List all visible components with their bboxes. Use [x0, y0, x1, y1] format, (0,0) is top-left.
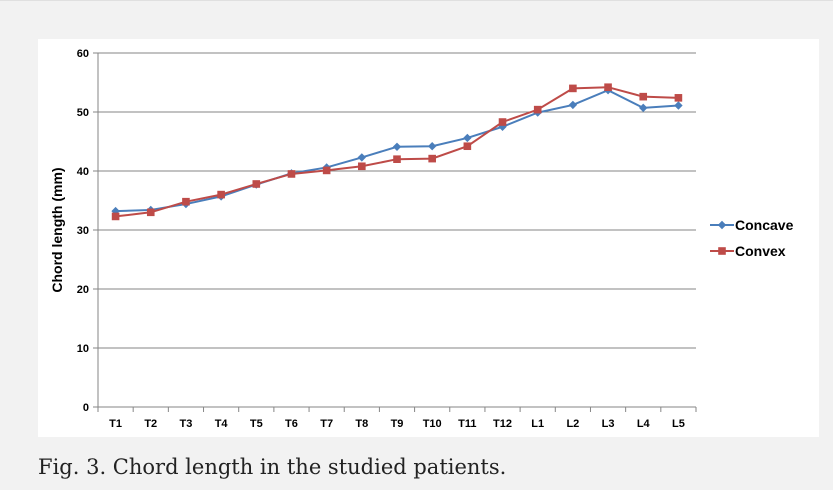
x-tick-label: T11: [458, 418, 476, 430]
convex-point: [217, 190, 225, 199]
convex-point: [322, 166, 331, 175]
concave-point: [427, 142, 437, 151]
x-tick-label: L3: [602, 418, 615, 430]
x-tick-label: L4: [637, 418, 651, 430]
x-tick-label: T10: [423, 418, 442, 430]
x-tick-label: T8: [355, 418, 368, 430]
gridlines: [93, 52, 696, 408]
convex-series: [111, 83, 683, 221]
concave-point: [463, 133, 472, 143]
x-tick-label: T5: [250, 418, 263, 430]
legend: Concave Convex: [710, 217, 794, 259]
y-tick-labels: 0 10 20 30 40 50 60: [77, 48, 89, 414]
y-axis-label: Chord length (mm): [49, 167, 65, 292]
x-tick-labels: T1 T2 T3 T4 T5 T6 T7 T8 T9 T10 T11 T12 L1 L2 L3 L4 L5: [109, 418, 685, 430]
y-tick-label: 40: [77, 166, 89, 178]
convex-legend-label: Convex: [735, 243, 786, 259]
convex-line: [115, 86, 679, 218]
x-tick-label: T7: [320, 418, 333, 430]
x-tick-label: T3: [180, 418, 193, 430]
y-tick-label: 0: [83, 402, 89, 414]
concave-legend-label: Concave: [735, 217, 794, 233]
concave-point: [639, 103, 648, 113]
convex-point: [146, 208, 155, 217]
concave-series: [111, 85, 683, 216]
convex-point: [604, 83, 612, 92]
convex-point: [569, 84, 577, 93]
chart-area: 0 10 20 30 40 50 60 T1 T2 T3 T4 T5 T6 T7 T8 T9 T10 T11 T1…: [38, 39, 819, 437]
x-tick-label: L1: [531, 418, 544, 430]
axes: [97, 53, 697, 412]
x-tick-label: T4: [215, 418, 229, 430]
convex-point: [182, 197, 190, 206]
series-lines: [111, 83, 683, 221]
y-tick-label: 50: [77, 107, 89, 119]
y-tick-label: 10: [77, 343, 89, 355]
convex-point: [358, 162, 366, 171]
x-tick-label: T9: [391, 418, 404, 430]
convex-point: [463, 142, 472, 151]
x-tick-label: L5: [672, 418, 685, 430]
convex-point: [533, 105, 542, 114]
y-tick-label: 60: [77, 48, 89, 60]
concave-point: [674, 101, 683, 110]
convex-point: [252, 180, 261, 188]
concave-point: [568, 100, 578, 110]
y-tick-label: 20: [77, 284, 89, 296]
convex-point: [428, 154, 436, 163]
figure-caption: Fig. 3. Chord length in the studied pati…: [38, 455, 507, 479]
convex-point: [393, 155, 401, 163]
convex-point: [639, 92, 648, 101]
convex-point: [111, 212, 120, 221]
x-tick-label: T12: [493, 418, 512, 430]
concave-legend-marker: [717, 220, 727, 230]
x-tick-label: T6: [285, 418, 298, 430]
concave-point: [392, 142, 402, 152]
y-tick-label: 30: [77, 225, 89, 237]
x-tick-label: T1: [109, 418, 122, 430]
convex-point: [287, 170, 296, 178]
concave-point: [357, 153, 367, 162]
x-tick-label: T2: [144, 418, 157, 430]
convex-legend-marker: [718, 247, 726, 255]
convex-point: [498, 118, 507, 126]
x-tick-label: L2: [566, 418, 579, 430]
convex-point: [674, 94, 683, 102]
